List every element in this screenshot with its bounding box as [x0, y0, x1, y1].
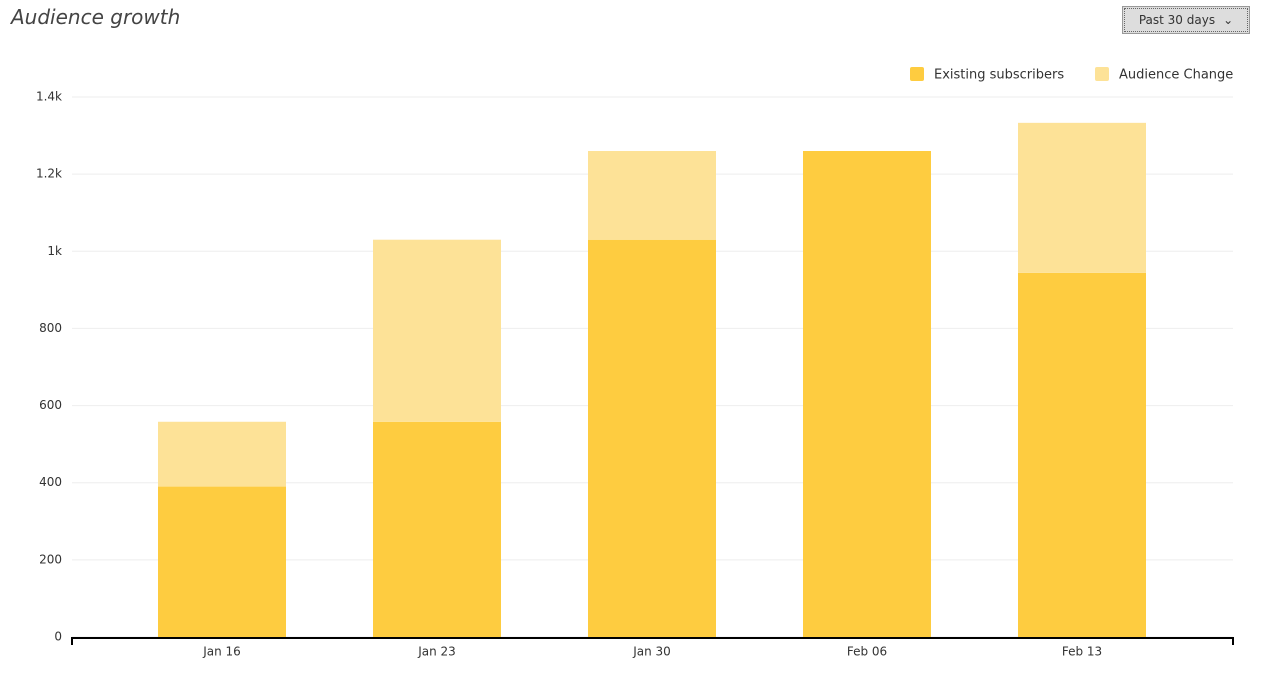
x-tick-label: Feb 13 [1062, 645, 1102, 659]
y-tick-label: 1.4k [36, 90, 62, 104]
x-tick-label: Jan 30 [632, 645, 671, 659]
bar-segment [158, 421, 286, 487]
x-tick-label: Jan 16 [202, 645, 241, 659]
y-tick-label: 200 [39, 552, 62, 566]
range-label: Past 30 days [1138, 13, 1216, 27]
range-dropdown[interactable]: Past 30 days ⌄ [1122, 6, 1250, 34]
bar-segment [158, 486, 286, 637]
y-tick-label: 800 [39, 321, 62, 335]
bar-segment [373, 421, 501, 637]
page-title: Audience growth [11, 5, 181, 29]
y-tick-label: 400 [39, 475, 62, 489]
bar-segment [803, 151, 931, 637]
bar-segment [588, 239, 716, 637]
y-tick-label: 600 [39, 398, 62, 412]
legend-swatch [910, 67, 924, 81]
x-tick-label: Feb 06 [847, 645, 887, 659]
y-tick-label: 0 [54, 630, 62, 644]
chevron: ⌄ [1223, 13, 1234, 27]
y-tick-label: 1k [47, 244, 62, 258]
legend-swatch [1095, 67, 1109, 81]
legend-label: Audience Change [1119, 68, 1233, 83]
x-tick-label: Jan 23 [417, 645, 456, 659]
y-tick-label: 1.2k [36, 167, 62, 181]
bar-segment [373, 239, 501, 422]
legend-label: Existing subscribers [934, 68, 1064, 83]
bar-segment [1018, 122, 1146, 273]
bar-segment [1018, 272, 1146, 637]
bar-segment [588, 151, 716, 240]
